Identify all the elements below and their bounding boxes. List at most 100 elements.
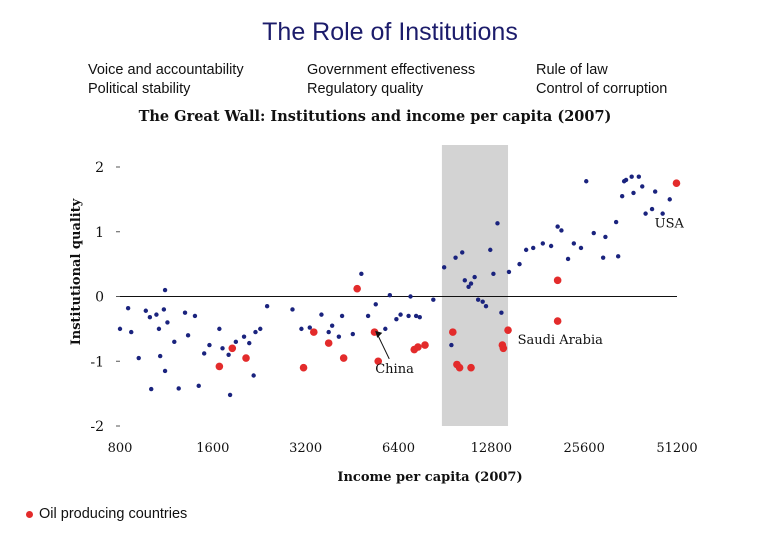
country-point — [336, 334, 342, 339]
country-point — [571, 241, 577, 246]
country-point — [233, 339, 239, 345]
oil-country-point — [228, 344, 237, 353]
country-point — [603, 234, 608, 240]
oil-country-point — [242, 354, 250, 362]
chart-title: The Great Wall: Institutions and income … — [138, 108, 612, 125]
indicator-rule-of-law: Rule of law — [536, 62, 608, 78]
country-point — [307, 325, 312, 330]
country-point — [149, 386, 154, 392]
country-point — [531, 245, 536, 251]
country-point — [329, 323, 335, 328]
indicator-column-1: Voice and accountability Political stabi… — [88, 61, 244, 99]
y-tick-label: -1 — [90, 354, 104, 370]
country-point — [578, 245, 584, 251]
country-point — [157, 353, 163, 359]
indicator-government-effectiveness: Government effectiveness — [307, 62, 476, 78]
country-point — [258, 326, 263, 332]
country-point — [449, 342, 454, 348]
country-point — [162, 287, 168, 293]
country-point — [475, 297, 481, 302]
country-point — [649, 206, 655, 212]
country-point — [640, 184, 645, 189]
country-point — [488, 247, 493, 253]
legend-label: Oil producing countries — [39, 506, 188, 522]
country-point — [462, 278, 468, 283]
country-point — [548, 243, 554, 249]
country-point — [220, 346, 225, 351]
x-tick-label: 6400 — [382, 441, 415, 456]
legend: Oil producing countries — [26, 506, 187, 522]
x-tick-label: 25600 — [563, 441, 604, 456]
oil-country-point — [421, 341, 429, 349]
country-point — [408, 294, 413, 299]
country-point — [565, 256, 571, 262]
country-point — [460, 250, 465, 255]
oil-legend-marker — [26, 510, 33, 518]
indicator-column-3: Rule of law Control of corruption — [536, 61, 667, 99]
indicator-control-of-corruption: Control of corruption — [536, 81, 668, 97]
country-point — [207, 342, 212, 348]
country-point — [117, 326, 123, 332]
country-point — [406, 313, 411, 319]
country-point — [350, 331, 356, 337]
country-point — [506, 269, 512, 275]
oil-country-point — [449, 328, 457, 336]
country-point — [201, 351, 207, 356]
country-point — [495, 221, 500, 226]
country-point — [373, 302, 378, 307]
country-point — [387, 293, 393, 298]
country-point — [247, 340, 252, 346]
oil-country-point — [309, 328, 318, 336]
y-tick-label: 0 — [95, 290, 104, 306]
country-point — [591, 230, 596, 236]
country-point — [299, 326, 304, 332]
oil-country-point — [672, 179, 681, 187]
oil-country-point — [467, 363, 475, 372]
country-point — [667, 197, 672, 202]
country-point — [555, 224, 560, 229]
country-point — [483, 304, 489, 309]
country-point — [559, 228, 564, 233]
country-point — [165, 320, 170, 325]
country-point — [161, 307, 167, 312]
annotation-arrowhead — [375, 330, 383, 338]
country-point — [413, 313, 419, 319]
x-tick-label: 3200 — [289, 441, 322, 456]
x-tick-label: 1600 — [196, 441, 229, 456]
country-point — [466, 284, 471, 289]
country-point — [472, 274, 477, 280]
oil-country-point — [455, 363, 464, 372]
x-tick-label: 51200 — [656, 441, 697, 456]
country-point — [147, 315, 153, 320]
country-point — [480, 299, 485, 304]
country-point — [365, 313, 371, 319]
country-point — [182, 310, 188, 315]
country-point — [517, 261, 522, 267]
country-point — [468, 281, 474, 286]
country-point — [251, 373, 256, 378]
country-point — [339, 313, 345, 319]
indicator-voice-accountability: Voice and accountability — [88, 62, 244, 78]
country-point — [441, 265, 447, 270]
country-point — [156, 326, 162, 332]
oil-country-point — [553, 317, 562, 325]
oil-country-point — [339, 354, 348, 362]
country-point — [523, 247, 529, 253]
country-point — [253, 329, 258, 335]
country-point — [196, 383, 201, 389]
country-point — [290, 307, 295, 312]
country-point — [394, 316, 399, 322]
x-axis-label: Income per capita (2007) — [337, 470, 522, 485]
country-point — [600, 255, 606, 260]
country-point — [636, 174, 642, 179]
country-point — [383, 326, 388, 332]
indicator-column-2: Government effectiveness Regulatory qual… — [307, 61, 475, 99]
country-point — [631, 190, 636, 196]
country-point — [584, 179, 589, 184]
country-point — [499, 310, 504, 315]
oil-country-point — [553, 276, 562, 285]
oil-country-point — [299, 363, 308, 372]
country-point — [192, 313, 198, 319]
country-point — [629, 174, 634, 179]
